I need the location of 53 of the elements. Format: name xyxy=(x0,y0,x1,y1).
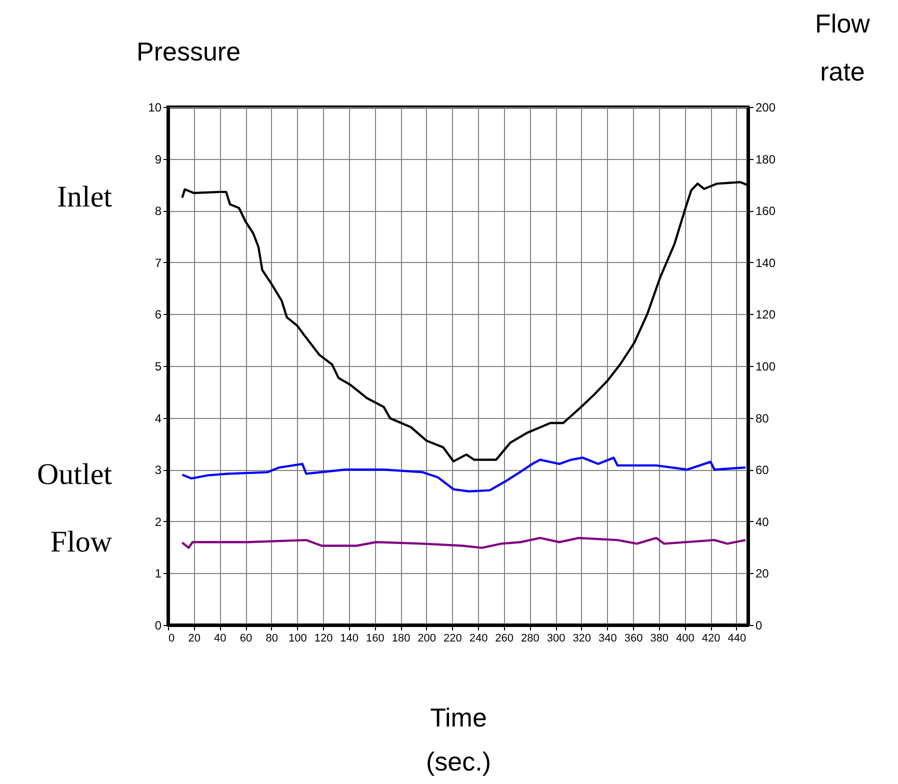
x-tick-label: 80 xyxy=(266,632,278,644)
y-tick-label: 1 xyxy=(154,566,162,581)
y-axis-title: Pressure xyxy=(136,36,241,66)
line-series xyxy=(181,456,747,492)
x-axis-title: Time (sec.) xyxy=(426,702,491,776)
x-tick-label: 240 xyxy=(469,632,488,644)
y-tick-label: 2 xyxy=(154,514,162,529)
y-tick-label: 8 xyxy=(154,204,162,218)
x-tick-label: 60 xyxy=(240,632,252,644)
y-tick-label: 7 xyxy=(154,256,162,270)
y-tick-label: 4 xyxy=(154,411,162,426)
y2-tick-label: 20 xyxy=(756,566,770,581)
x-tick-label: 100 xyxy=(288,632,307,644)
line-series xyxy=(181,536,747,549)
x-tick-label: 340 xyxy=(598,632,617,644)
x-tick-label: 260 xyxy=(495,632,514,644)
x-tick-label: 360 xyxy=(624,632,643,644)
y2-tick-label: 120 xyxy=(756,308,776,322)
x-tick-label: 280 xyxy=(521,632,540,644)
x-tick-label: 440 xyxy=(728,632,746,644)
y2-tick-label: 140 xyxy=(756,256,776,270)
x-tick-label: 420 xyxy=(702,632,720,644)
x-tick-label: 300 xyxy=(546,632,566,644)
x-tick-label: 160 xyxy=(366,632,384,644)
x-tick-label: 20 xyxy=(188,632,200,644)
x-tick-label: 380 xyxy=(650,632,669,644)
x-tick-label: 0 xyxy=(168,632,175,644)
x-tick-label: 400 xyxy=(676,632,694,644)
y-tick-label: 6 xyxy=(154,308,162,322)
y-tick-label: 10 xyxy=(148,100,162,114)
y-tick-label: 3 xyxy=(154,463,162,478)
text: Inlet xyxy=(57,180,113,214)
x-tick-label: 180 xyxy=(392,632,410,644)
y-tick-label: 5 xyxy=(154,360,162,374)
y2-tick-label: 60 xyxy=(756,463,770,478)
y-tick-label: 9 xyxy=(154,152,162,166)
y2-tick-label: 80 xyxy=(756,411,770,426)
y2-tick-label: 0 xyxy=(756,618,762,632)
x-tick-label: 120 xyxy=(314,632,333,644)
text: Flow xyxy=(50,526,112,559)
y2-tick-label: 200 xyxy=(756,100,776,114)
y2-tick-label: 180 xyxy=(756,152,776,166)
x-tick-label: 320 xyxy=(572,632,592,644)
y2-tick-label: 100 xyxy=(756,360,776,374)
x-tick-label: 200 xyxy=(418,632,436,644)
text: Outlet xyxy=(37,458,113,491)
x-tick-label: 220 xyxy=(444,632,462,644)
y2-tick-label: 40 xyxy=(756,514,770,529)
y-tick-label: 0 xyxy=(154,618,162,632)
x-tick-label: 140 xyxy=(340,632,359,644)
x-tick-label: 40 xyxy=(214,632,226,644)
y2-axis-title: Flow rate xyxy=(815,8,870,86)
y2-tick-label: 160 xyxy=(756,204,776,218)
